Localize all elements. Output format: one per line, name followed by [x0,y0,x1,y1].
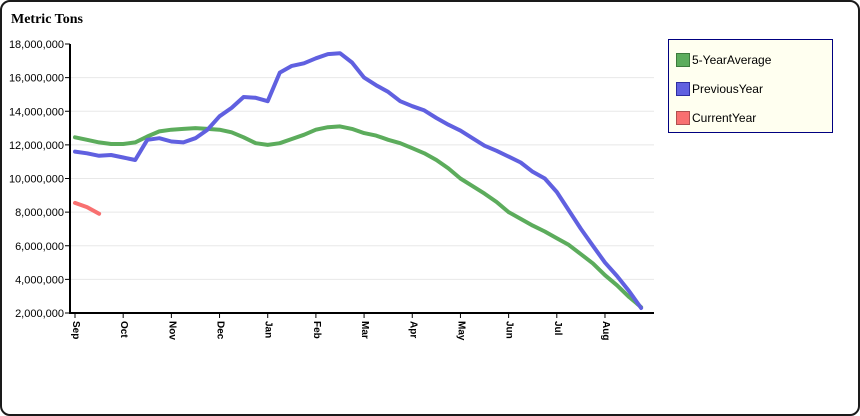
series-line-5-yearaverage [73,124,644,310]
x-tick-label: Nov [166,321,177,340]
y-tick-label: 4,000,000 [15,274,64,286]
y-tick-label: 10,000,000 [9,174,64,186]
y-tick-label: 18,000,000 [9,39,64,51]
legend-item-5-year-average: 5-YearAverage [676,45,832,74]
x-tick-label: Jul [552,321,563,336]
x-tick-label: Jun [504,321,515,339]
legend-swatch-current-year [676,110,690,125]
x-tick-label: Oct [118,321,129,338]
y-tick-label: 6,000,000 [15,241,64,253]
series-line-previousyear [73,51,644,310]
legend-label-5-year-average: 5-YearAverage [692,52,772,67]
y-tick-label: 14,000,000 [9,106,64,118]
legend-swatch-5-year-average [676,52,690,67]
x-tick-label: Sep [70,321,81,339]
x-tick-label: Dec [215,321,226,340]
legend-item-current-year: CurrentYear [676,103,832,132]
legend-swatch-previous-year [676,81,690,96]
legend-label-current-year: CurrentYear [692,110,757,125]
y-tick-label: 8,000,000 [15,207,64,219]
x-tick-label: May [455,321,466,341]
y-tick-label: 16,000,000 [9,73,64,85]
x-tick-label: Jan [263,321,274,338]
legend: 5-YearAverage PreviousYear CurrentYear [668,39,833,133]
legend-item-previous-year: PreviousYear [676,74,832,103]
chart-title: Metric Tons [11,12,83,27]
y-tick-label: 12,000,000 [9,140,64,152]
series-line-currentyear [73,200,102,216]
x-tick-label: Aug [600,321,611,340]
y-tick-label: 2,000,000 [15,308,64,320]
legend-label-previous-year: PreviousYear [692,81,763,96]
x-tick-label: Apr [407,321,418,338]
x-tick-label: Mar [359,321,370,339]
x-tick-label: Feb [311,321,322,339]
